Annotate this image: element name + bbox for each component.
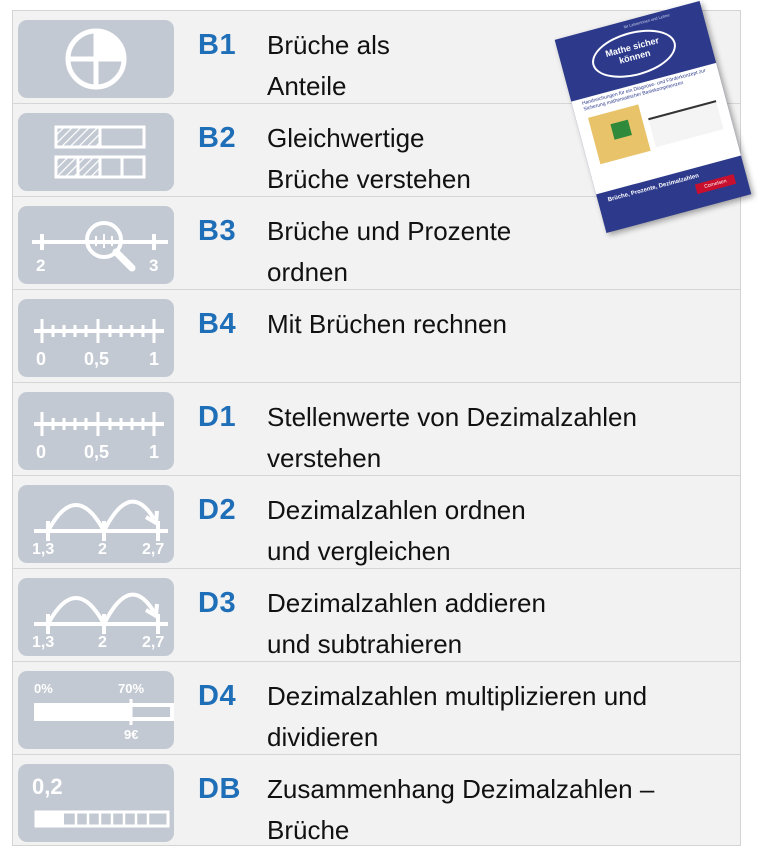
fraction-bars-icon xyxy=(18,113,174,191)
bar-label: 0,2 xyxy=(32,774,63,799)
topic-code: D1 xyxy=(198,401,237,433)
numberline-label: 2,7 xyxy=(142,541,165,558)
topic-title: Dezimalzahlen ordnen und vergleichen xyxy=(267,495,526,566)
topic-code: D3 xyxy=(198,587,237,619)
divider xyxy=(13,475,740,476)
numberline-icon: 0 0,5 1 xyxy=(18,299,174,377)
list-item[interactable]: B2 Gleichwertige Brüche verstehen xyxy=(13,104,740,196)
numberline-label: 0,5 xyxy=(84,349,110,369)
list-item[interactable]: 2 3 B3 Brüche und Prozente ordnen xyxy=(13,197,740,289)
topic-code: D2 xyxy=(198,494,237,526)
numberline-label: 0 xyxy=(36,442,47,462)
numberline-label: 2 xyxy=(36,256,46,275)
decimal-bar-icon: 0,2 xyxy=(18,764,174,842)
list-item[interactable]: 1,3 2 2,7 D3 Dezimalzahlen addieren und … xyxy=(13,569,740,661)
divider xyxy=(13,568,740,569)
topic-list: B1 Brüche als Anteile B2 G xyxy=(12,0,752,847)
topic-title: Dezimalzahlen addieren und subtrahieren xyxy=(267,588,546,659)
numberline-label: 2 xyxy=(98,541,107,558)
numberline-label: 2,7 xyxy=(142,634,165,651)
numberline-label: 1 xyxy=(149,349,160,369)
topic-code: B1 xyxy=(198,29,237,61)
numberline-label: 1,3 xyxy=(32,634,55,651)
bar-label: 0% xyxy=(34,681,53,696)
numberline-label: 0 xyxy=(36,349,47,369)
list-item[interactable]: 0,2 DB Zusammenhang Dezimalzahlen – Brüc… xyxy=(13,755,740,847)
divider xyxy=(13,661,740,662)
topic-code: DB xyxy=(198,773,241,805)
bar-label: 9€ xyxy=(124,727,139,742)
divider xyxy=(13,196,740,197)
numberline-icon: 0 0,5 1 xyxy=(18,392,174,470)
fraction-circle-icon xyxy=(18,20,174,98)
list-item[interactable]: 1,3 2 2,7 D2 Dezimalzahlen ordnen und ve… xyxy=(13,476,740,568)
divider xyxy=(13,754,740,755)
topic-code: B2 xyxy=(198,122,237,154)
jump-arcs-icon: 1,3 2 2,7 xyxy=(18,578,174,656)
topic-code: B4 xyxy=(198,308,237,340)
topic-title: Dezimalzahlen multiplizieren und dividie… xyxy=(267,681,648,752)
numberline-label: 1,3 xyxy=(32,541,55,558)
numberline-magnifier-icon: 2 3 xyxy=(18,206,174,284)
jump-arcs-icon: 1,3 2 2,7 xyxy=(18,485,174,563)
topic-title: Brüche als Anteile xyxy=(267,30,390,101)
divider xyxy=(13,289,740,290)
list-item[interactable]: 0% 70% 9€ D4 Dezimalzahlen multipliziere… xyxy=(13,662,740,754)
percent-bar-icon: 0% 70% 9€ xyxy=(18,671,174,749)
topic-title: Gleichwertige Brüche verstehen xyxy=(267,123,471,194)
list-item[interactable]: 0 0,5 1 D1 Stellenwerte von Dezimalzahle… xyxy=(13,383,740,475)
topic-code: B3 xyxy=(198,215,237,247)
divider xyxy=(13,103,740,104)
list-item[interactable]: B1 Brüche als Anteile xyxy=(13,11,740,103)
numberline-label: 1 xyxy=(149,442,160,462)
topic-title: Zusammenhang Dezimalzahlen – Brüche xyxy=(267,774,655,845)
bar-label: 70% xyxy=(118,681,145,696)
topic-title: Brüche und Prozente ordnen xyxy=(267,216,512,287)
numberline-label: 3 xyxy=(149,256,159,275)
topic-title: Stellenwerte von Dezimalzahlen verstehen xyxy=(267,402,637,473)
divider xyxy=(13,382,740,383)
topic-title: Mit Brüchen rechnen xyxy=(267,309,507,339)
numberline-label: 0,5 xyxy=(84,442,110,462)
topic-code: D4 xyxy=(198,680,237,712)
list-item[interactable]: 0 0,5 1 B4 Mit Brüchen rechnen xyxy=(13,290,740,382)
numberline-label: 2 xyxy=(98,634,107,651)
